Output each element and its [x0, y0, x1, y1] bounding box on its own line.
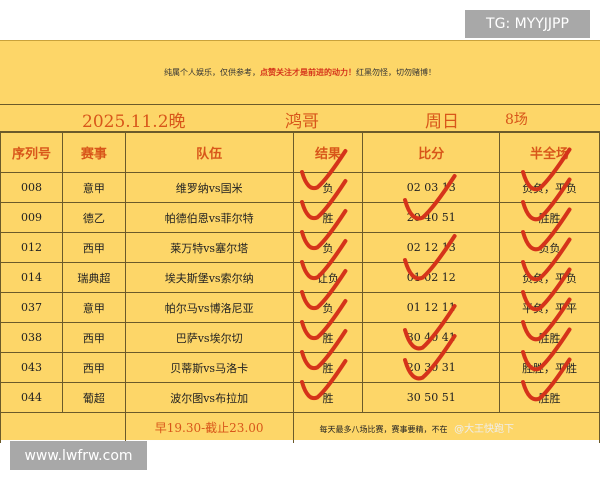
cell-result: 负 [292, 292, 364, 323]
cell-league: 西甲 [61, 322, 126, 353]
cell-serial: 008 [0, 172, 63, 203]
cell-halftime-fulltime: 胜胜 [499, 202, 600, 233]
cell-result: 胜 [292, 322, 364, 353]
cell-score: 20 40 51 [362, 202, 501, 233]
title-count: 8场 [505, 112, 528, 128]
title-weekday: 周日 [425, 112, 459, 132]
cell-result: 负 [292, 172, 364, 203]
notice-text-2: 红黑勿怪，切勿赌博！ [356, 68, 436, 77]
table-row: 014 瑞典超 埃夫斯堡vs索尔纳 让负 01 02 12 负负，平负 [0, 262, 600, 293]
footer-blank [0, 412, 126, 443]
cell-result: 胜 [292, 202, 364, 233]
cell-halftime-fulltime: 胜胜，平胜 [499, 352, 600, 383]
cell-serial: 014 [0, 262, 63, 293]
column-header: 序列号 [0, 132, 63, 173]
title-row: 2025.11.2晚 鸿哥 周日 8场 [0, 105, 600, 132]
cell-score: 01 02 12 [362, 262, 501, 293]
cell-teams: 贝蒂斯vs马洛卡 [124, 352, 294, 383]
cell-halftime-fulltime: 胜胜 [499, 382, 600, 413]
cell-serial: 044 [0, 382, 63, 413]
cell-league: 葡超 [61, 382, 126, 413]
column-header: 队伍 [124, 132, 294, 173]
cell-league: 德乙 [61, 202, 126, 233]
cell-result: 胜 [292, 352, 364, 383]
cell-serial: 037 [0, 292, 63, 323]
column-header: 赛事 [61, 132, 126, 173]
cell-halftime-fulltime: 负负，平负 [499, 262, 600, 293]
cell-serial: 012 [0, 232, 63, 263]
cell-serial: 009 [0, 202, 63, 233]
footer-time: 早19.30-截止23.00 [124, 412, 294, 443]
cell-teams: 帕德伯恩vs菲尔特 [124, 202, 294, 233]
watermark-top: TG: MYYJJPP [465, 10, 590, 38]
cell-score: 30 40 41 [362, 322, 501, 353]
cell-serial: 043 [0, 352, 63, 383]
cell-league: 西甲 [61, 232, 126, 263]
notice-text: 纯属个人娱乐，仅供参考， [164, 68, 260, 77]
cell-halftime-fulltime: 负负 [499, 232, 600, 263]
cell-result: 胜 [292, 382, 364, 413]
column-header: 比分 [362, 132, 501, 173]
footer-note: 每天最多八场比赛，赛事要精，不在 [319, 425, 448, 435]
cell-teams: 维罗纳vs国米 [124, 172, 294, 203]
cell-teams: 巴萨vs埃尔切 [124, 322, 294, 353]
cell-teams: 埃夫斯堡vs索尔纳 [124, 262, 294, 293]
cell-teams: 帕尔马vs博洛尼亚 [124, 292, 294, 323]
cell-score: 01 12 11 [362, 292, 501, 323]
table-row: 043 西甲 贝蒂斯vs马洛卡胜 20 30 31 胜胜，平胜 [0, 352, 600, 383]
table-row: 044 葡超 波尔图vs布拉加胜 30 50 51 胜胜 [0, 382, 600, 413]
cell-teams: 莱万特vs塞尔塔 [124, 232, 294, 263]
cell-league: 瑞典超 [61, 262, 126, 293]
cell-serial: 038 [0, 322, 63, 353]
prediction-sheet: 纯属个人娱乐，仅供参考， 点赞关注才是前进的动力！ 红黑勿怪，切勿赌博！ 202… [0, 40, 600, 443]
disclaimer: 纯属个人娱乐，仅供参考， 点赞关注才是前进的动力！ 红黑勿怪，切勿赌博！ [0, 41, 600, 105]
cell-halftime-fulltime: 平负，平平 [499, 292, 600, 323]
weibo-watermark: @大王快跑下 [454, 424, 515, 436]
cell-score: 02 03 13 [362, 172, 501, 203]
cell-score: 02 12 13 [362, 232, 501, 263]
cell-halftime-fulltime: 胜胜 [499, 322, 600, 353]
cell-score: 30 50 51 [362, 382, 501, 413]
watermark-bottom: www.lwfrw.com [10, 441, 147, 470]
column-header: 半全场 [499, 132, 600, 173]
cell-league: 意甲 [61, 292, 126, 323]
notice-highlight: 点赞关注才是前进的动力！ [260, 68, 356, 77]
cell-score: 20 30 31 [362, 352, 501, 383]
table-row: 009 德乙 帕德伯恩vs菲尔特胜 20 40 51 胜胜 [0, 202, 600, 233]
table-row: 037 意甲 帕尔马vs博洛尼亚负 01 12 11 平负，平平 [0, 292, 600, 323]
table-row: 008 意甲 维罗纳vs国米负 02 03 13 负负，平负 [0, 172, 600, 203]
column-header: 结果 [292, 132, 364, 173]
cell-halftime-fulltime: 负负，平负 [499, 172, 600, 203]
cell-result: 让负 [292, 262, 364, 293]
table-row: 038 西甲 巴萨vs埃尔切胜 30 40 41 胜胜 [0, 322, 600, 353]
cell-league: 意甲 [61, 172, 126, 203]
cell-teams: 波尔图vs布拉加 [124, 382, 294, 413]
match-table: 序列号 赛事 队伍 结果 比分 半全场 008 意甲 维罗纳vs国米负 02 03 13 负负，平… [0, 132, 600, 443]
cell-league: 西甲 [61, 352, 126, 383]
table-row: 012 西甲 莱万特vs塞尔塔负 02 12 13 负负 [0, 232, 600, 263]
cell-result: 负 [292, 232, 364, 263]
title-date: 2025.11.2晚 [82, 112, 186, 132]
title-author: 鸿哥 [285, 112, 319, 132]
